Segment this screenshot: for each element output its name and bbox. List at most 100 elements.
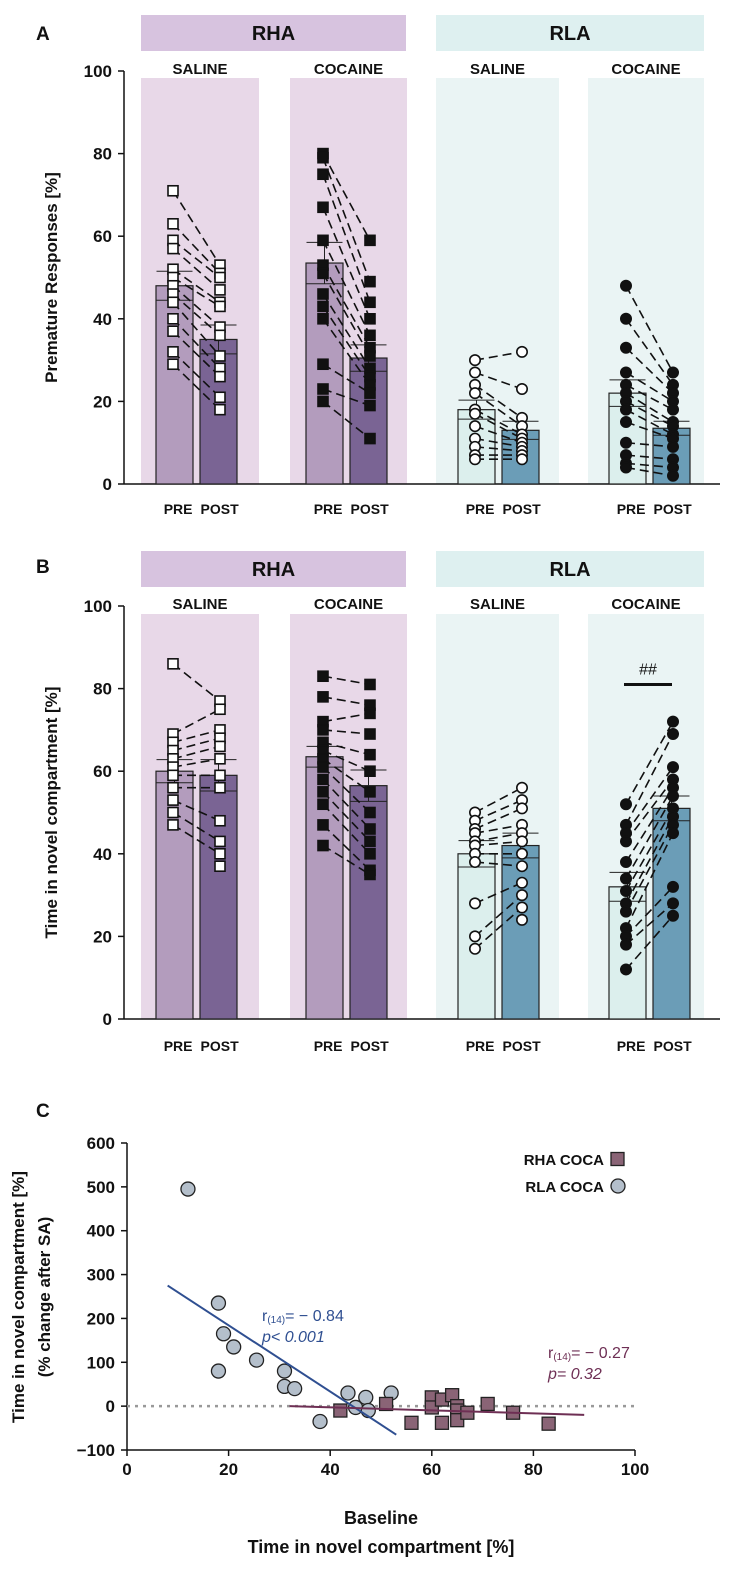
x-tick-label-post: POST [201, 501, 240, 517]
scatter-point-rla [248, 1352, 265, 1368]
pair-line [474, 413, 523, 440]
pair-line [172, 268, 221, 303]
pair-line [625, 371, 674, 403]
data-point-post [515, 835, 528, 848]
data-point-post [214, 769, 226, 782]
pair-line [474, 840, 523, 847]
stat-df: (14) [553, 1352, 571, 1363]
data-point-pre [619, 884, 632, 897]
data-point-pre [468, 942, 481, 955]
y-tick-label: 0 [106, 1397, 115, 1416]
pair-line [625, 466, 674, 477]
data-point-pre [167, 346, 179, 358]
data-point-pre [317, 288, 329, 300]
data-point-pre [317, 383, 329, 395]
pair-line [474, 861, 523, 867]
pair-line [625, 454, 674, 461]
data-point-post [515, 913, 528, 926]
data-point-post [214, 403, 226, 416]
regression-p-value: p< 0.001 [261, 1329, 325, 1346]
data-point-pre [619, 436, 632, 449]
pair-line [474, 408, 523, 436]
pair-line [322, 803, 371, 855]
data-point-post [364, 329, 376, 342]
data-point-pre [619, 403, 632, 416]
y-tick-label: 500 [87, 1178, 115, 1197]
panel-label: B [36, 557, 50, 578]
data-point-post [364, 312, 376, 325]
data-point-pre [468, 930, 481, 943]
group-label: SALINE [172, 61, 227, 78]
data-point-pre [167, 184, 179, 197]
pair-line [474, 425, 523, 444]
pair-line [322, 388, 371, 407]
scatter-point-rla [286, 1380, 303, 1397]
data-point-post [515, 383, 528, 396]
panel-label: C [36, 1101, 50, 1122]
scatter-point-rla [276, 1363, 293, 1379]
data-point-pre [468, 366, 481, 379]
data-point-pre [317, 761, 329, 773]
pair-line [625, 721, 674, 805]
data-point-pre [619, 963, 632, 976]
data-point-post [364, 728, 376, 740]
y-tick-label: 80 [93, 680, 112, 699]
group-label: SALINE [470, 61, 525, 78]
data-point-post [515, 802, 528, 815]
pair-line [625, 807, 674, 892]
pair-line [322, 758, 371, 793]
data-point-post [364, 350, 376, 362]
data-point-post [364, 786, 376, 798]
data-point-pre [167, 806, 179, 819]
pair-line [172, 663, 221, 702]
pair-line [625, 421, 674, 440]
x-tick-label-pre: PRE [617, 1038, 646, 1054]
data-point-pre [317, 839, 329, 852]
pair-line [625, 902, 674, 946]
pair-line [474, 799, 523, 822]
data-point-post [214, 391, 226, 404]
pair-line [625, 384, 674, 411]
pair-line [474, 371, 523, 390]
y-tick-label: 20 [93, 927, 112, 946]
data-point-post [214, 300, 226, 313]
scatter-point-rla [358, 1389, 374, 1406]
y-tick-label: 80 [93, 145, 112, 164]
scatter-point-rha [460, 1405, 475, 1420]
pair-line [172, 293, 221, 336]
pair-line [172, 247, 221, 291]
y-tick-label: 100 [84, 62, 112, 81]
pair-line [474, 881, 523, 905]
panel-a: A RHA RLA SALINE COCAINE SALINE COCAINE 0 20 40 60… [36, 15, 720, 517]
data-point-post [364, 748, 376, 761]
pair-line [172, 745, 221, 760]
data-point-post [364, 432, 376, 445]
x-axis-label: Time in novel compartment [%] [248, 1537, 515, 1557]
data-point-post [364, 707, 376, 720]
data-point-pre [317, 151, 329, 164]
scatter-point-rha [378, 1396, 394, 1412]
y-tick-label: 60 [93, 227, 112, 246]
pair-line [322, 363, 371, 394]
pair-line [172, 276, 221, 308]
legend-label: RHA COCA [524, 1152, 604, 1169]
data-point-post [364, 868, 376, 881]
scatter-point-rha [434, 1415, 450, 1430]
data-point-post [515, 781, 528, 794]
pair-line [474, 894, 523, 938]
stat-r: r [262, 1308, 268, 1325]
regression-p-value: p= 0.32 [547, 1366, 602, 1383]
x-tick-label-post: POST [654, 501, 693, 517]
y-axis-label: Time in novel compartment [%] [42, 687, 61, 939]
pair-line [322, 696, 371, 706]
data-point-pre [317, 300, 329, 313]
strain-header-0 [141, 551, 406, 587]
data-point-post [666, 789, 679, 802]
data-point-pre [167, 819, 179, 831]
data-point-pre [317, 234, 329, 247]
data-point-pre [619, 341, 632, 354]
strain-header-1 [436, 551, 704, 587]
legend-marker-rha [610, 1151, 625, 1167]
data-point-pre [468, 420, 481, 433]
